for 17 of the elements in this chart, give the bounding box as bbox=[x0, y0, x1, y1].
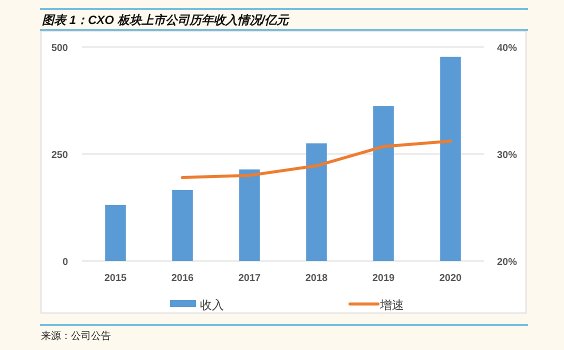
legend-label: 增速 bbox=[379, 298, 404, 312]
legend-label: 收入 bbox=[200, 298, 224, 312]
x-tick-label: 2017 bbox=[238, 273, 262, 284]
y2-tick-label: 40% bbox=[497, 43, 518, 54]
chart-title: 图表 1：CXO 板块上市公司历年收入情况/亿元 bbox=[42, 13, 291, 27]
line-series bbox=[181, 140, 452, 180]
y-tick-label: 0 bbox=[62, 257, 68, 268]
x-tick-label: 2020 bbox=[439, 273, 462, 284]
x-tick-label: 2019 bbox=[372, 273, 396, 284]
y-tick-label: 250 bbox=[51, 150, 68, 161]
source-note: 来源：公司公告 bbox=[41, 330, 111, 342]
y2-tick-label: 30% bbox=[497, 150, 518, 161]
x-tick-label: 2016 bbox=[171, 273, 194, 284]
x-tick-label: 2018 bbox=[305, 273, 328, 284]
x-tick-label: 2015 bbox=[104, 273, 128, 284]
y-tick-label: 500 bbox=[51, 43, 68, 54]
y2-tick-label: 20% bbox=[497, 257, 518, 268]
